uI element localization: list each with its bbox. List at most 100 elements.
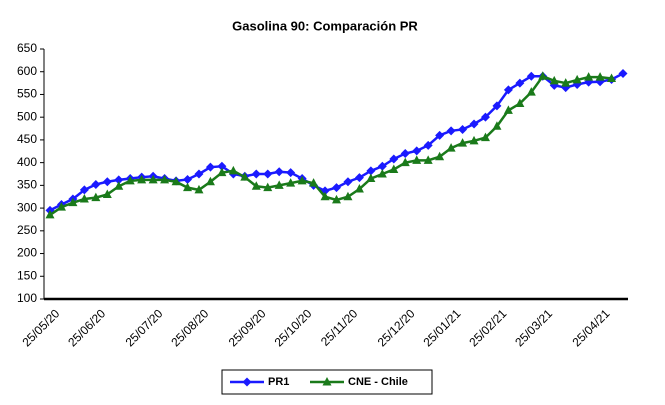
marker bbox=[309, 178, 319, 187]
y-tick-label: 400 bbox=[17, 155, 37, 169]
marker bbox=[274, 180, 284, 189]
marker bbox=[274, 167, 284, 177]
marker bbox=[286, 168, 296, 178]
marker bbox=[584, 72, 594, 81]
y-tick-label: 650 bbox=[17, 41, 37, 55]
marker bbox=[480, 112, 490, 122]
x-tick-label: 25/06/20 bbox=[65, 306, 108, 349]
marker bbox=[423, 140, 433, 150]
y-tick-label: 250 bbox=[17, 223, 37, 237]
marker bbox=[343, 191, 353, 201]
y-tick-label: 600 bbox=[17, 64, 37, 78]
marker bbox=[160, 174, 170, 184]
x-tick-label: 25/09/20 bbox=[226, 306, 269, 349]
marker bbox=[595, 72, 605, 81]
x-tick-label: 25/10/20 bbox=[272, 306, 315, 349]
marker bbox=[446, 143, 456, 152]
marker bbox=[618, 69, 628, 79]
marker bbox=[194, 184, 204, 194]
marker bbox=[400, 149, 410, 159]
marker bbox=[423, 155, 433, 164]
marker bbox=[148, 174, 158, 184]
marker bbox=[389, 164, 399, 173]
marker bbox=[240, 172, 250, 181]
marker bbox=[515, 98, 525, 108]
legend-label: CNE - Chile bbox=[348, 376, 408, 388]
marker bbox=[458, 124, 468, 134]
marker bbox=[205, 176, 215, 186]
marker bbox=[332, 183, 341, 193]
legend-label: PR1 bbox=[268, 376, 289, 388]
marker bbox=[183, 174, 193, 184]
marker bbox=[102, 177, 112, 187]
marker bbox=[503, 85, 513, 95]
marker bbox=[137, 174, 147, 184]
marker bbox=[526, 87, 536, 96]
marker bbox=[492, 101, 502, 111]
x-tick-label: 25/12/20 bbox=[375, 306, 418, 349]
marker bbox=[332, 194, 341, 204]
x-tick-label: 25/03/21 bbox=[512, 306, 555, 349]
marker bbox=[446, 126, 456, 136]
marker bbox=[526, 71, 536, 81]
marker bbox=[549, 75, 559, 85]
marker bbox=[320, 191, 330, 201]
marker bbox=[435, 130, 445, 140]
marker bbox=[435, 151, 445, 161]
marker bbox=[480, 132, 490, 142]
x-tick-label: 25/08/20 bbox=[168, 306, 211, 349]
marker bbox=[114, 175, 124, 185]
marker bbox=[251, 181, 261, 190]
marker bbox=[242, 377, 252, 387]
marker bbox=[205, 162, 215, 172]
marker bbox=[114, 181, 124, 190]
marker bbox=[79, 185, 89, 195]
marker bbox=[286, 178, 296, 187]
marker bbox=[469, 135, 479, 145]
marker bbox=[354, 173, 364, 183]
marker bbox=[183, 182, 193, 192]
x-tick-label: 25/05/20 bbox=[19, 306, 62, 349]
x-tick-label: 25/04/21 bbox=[570, 306, 613, 349]
marker bbox=[492, 121, 502, 130]
marker bbox=[194, 169, 204, 179]
marker bbox=[538, 71, 548, 80]
marker bbox=[377, 169, 387, 178]
y-tick-label: 100 bbox=[17, 291, 37, 305]
marker bbox=[125, 175, 135, 185]
marker bbox=[56, 202, 66, 211]
marker bbox=[572, 74, 582, 84]
y-tick-label: 350 bbox=[17, 178, 37, 192]
x-tick-label: 25/07/20 bbox=[123, 306, 166, 349]
marker bbox=[458, 138, 468, 147]
y-tick-label: 300 bbox=[17, 200, 37, 214]
marker bbox=[515, 78, 525, 88]
marker bbox=[79, 194, 89, 203]
marker bbox=[366, 173, 376, 183]
marker bbox=[263, 182, 273, 192]
marker bbox=[366, 166, 376, 176]
marker bbox=[389, 154, 399, 164]
marker bbox=[607, 73, 617, 83]
y-tick-label: 150 bbox=[17, 268, 37, 282]
marker bbox=[68, 197, 78, 207]
x-tick-label: 25/11/20 bbox=[318, 306, 361, 349]
y-tick-label: 200 bbox=[17, 246, 37, 260]
marker bbox=[400, 157, 410, 167]
marker bbox=[102, 189, 112, 198]
marker bbox=[45, 209, 55, 219]
marker bbox=[91, 179, 101, 189]
marker bbox=[171, 176, 181, 186]
marker bbox=[297, 175, 307, 185]
marker bbox=[217, 167, 227, 177]
y-tick-label: 550 bbox=[17, 87, 37, 101]
chart-title: Gasolina 90: Comparación PR bbox=[232, 18, 418, 33]
marker bbox=[228, 165, 238, 175]
marker bbox=[251, 169, 261, 179]
marker bbox=[503, 105, 513, 114]
marker bbox=[354, 184, 364, 193]
marker bbox=[91, 192, 101, 202]
marker bbox=[377, 161, 387, 171]
marker bbox=[412, 155, 422, 164]
